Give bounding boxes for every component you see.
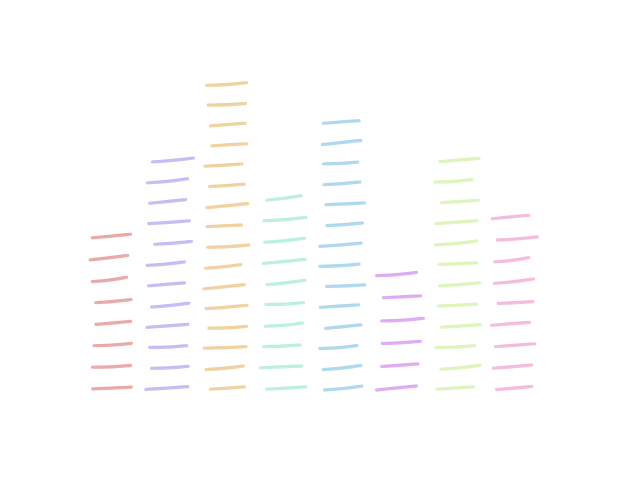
bar-4 [261, 195, 306, 389]
bar-8 [492, 215, 538, 390]
bar-3-stroke-texture [211, 103, 243, 104]
bar-6 [377, 272, 424, 390]
bar-5 [320, 120, 365, 390]
bar-3 [204, 82, 249, 389]
bar-7 [435, 158, 480, 389]
bar-2 [146, 158, 194, 390]
bar-1 [90, 234, 131, 389]
